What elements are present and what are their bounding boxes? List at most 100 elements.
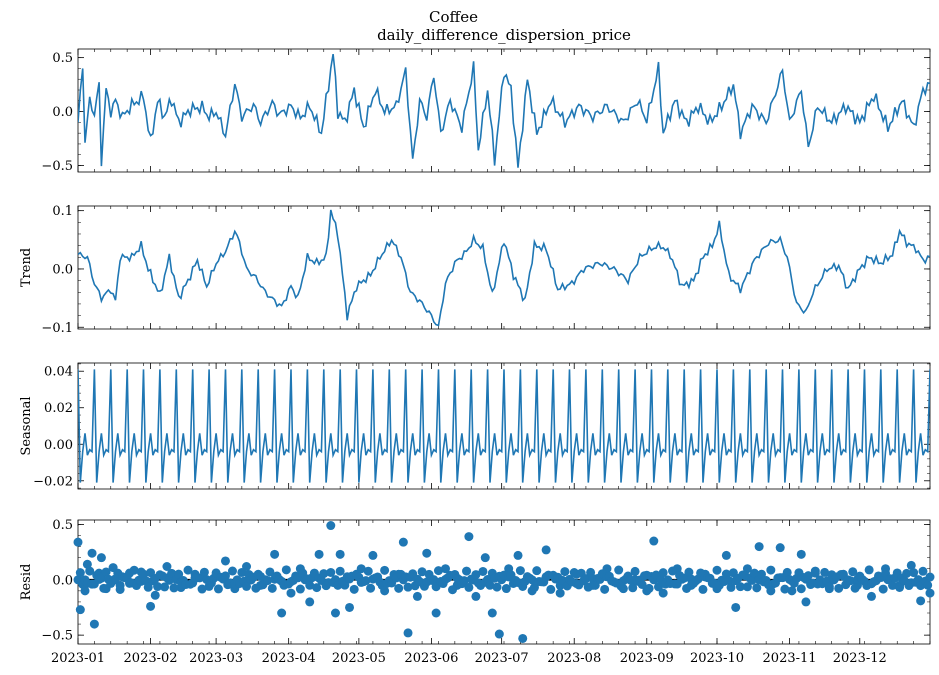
resid-point xyxy=(417,567,427,577)
resid-point xyxy=(796,584,806,594)
resid-point xyxy=(227,566,237,576)
resid-point xyxy=(429,575,439,585)
resid-point xyxy=(422,548,432,558)
resid-point xyxy=(918,566,928,576)
panel-observed: −0.5 0.0 0.5 xyxy=(41,48,931,174)
resid-point xyxy=(75,605,85,615)
resid-point xyxy=(164,575,174,585)
resid-point xyxy=(363,566,373,576)
resid-point xyxy=(731,602,741,612)
resid-point xyxy=(340,580,350,590)
trend-line xyxy=(78,209,930,327)
resid-point xyxy=(895,582,905,592)
resid-point xyxy=(167,568,177,578)
resid-point xyxy=(462,566,472,576)
resid-point xyxy=(644,583,654,593)
resid-point xyxy=(87,548,97,558)
resid-point xyxy=(471,570,481,580)
resid-point xyxy=(403,628,413,638)
resid-point xyxy=(625,575,635,585)
resid-point xyxy=(412,591,422,601)
resid-point xyxy=(349,584,359,594)
resid-point xyxy=(754,542,764,552)
resid-point xyxy=(834,583,844,593)
observed-line xyxy=(78,53,930,168)
y-tick-label: −0.5 xyxy=(41,159,73,174)
resid-point xyxy=(845,576,855,586)
resid-point xyxy=(199,567,209,577)
resid-point xyxy=(637,579,647,589)
resid-point xyxy=(527,575,537,585)
resid-point xyxy=(366,583,376,593)
y-tick-label: 0.00 xyxy=(44,438,73,453)
resid-point xyxy=(89,619,99,629)
resid-point xyxy=(820,567,830,577)
x-tick-label: 2023-05 xyxy=(332,651,386,666)
resid-point xyxy=(471,591,481,601)
resid-point xyxy=(213,584,223,594)
y-tick-label: 0.1 xyxy=(52,204,73,219)
x-tick-label: 2023-08 xyxy=(547,651,601,666)
resid-point xyxy=(801,597,811,607)
panel-seasonal: −0.02 0.00 0.02 0.04 Seasonal xyxy=(19,362,931,490)
resid-point xyxy=(335,566,345,576)
resid-point xyxy=(513,550,523,560)
resid-point xyxy=(658,568,668,578)
resid-point xyxy=(532,566,542,576)
resid-point xyxy=(518,633,528,643)
resid-point xyxy=(726,582,736,592)
resid-point xyxy=(658,588,668,598)
y-tick-label: −0.5 xyxy=(41,629,73,644)
resid-point xyxy=(464,582,474,592)
resid-point xyxy=(197,584,207,594)
resid-point xyxy=(712,565,722,575)
resid-point xyxy=(541,545,551,555)
resid-point xyxy=(780,584,790,594)
y-axis-label: Seasonal xyxy=(19,396,34,455)
resid-point xyxy=(265,567,275,577)
resid-point xyxy=(480,553,490,563)
resid-point xyxy=(742,582,752,592)
resid-point xyxy=(115,584,125,594)
resid-point xyxy=(529,583,539,593)
resid-point xyxy=(923,580,933,590)
resid-point xyxy=(752,583,762,593)
resid-point xyxy=(906,560,916,570)
resid-point xyxy=(394,583,404,593)
resid-point xyxy=(747,575,757,585)
resid-point xyxy=(698,584,708,594)
x-tick-label: 2023-10 xyxy=(690,651,744,666)
resid-point xyxy=(295,584,305,594)
resid-point xyxy=(73,537,83,547)
x-tick-label: 2023-02 xyxy=(124,651,178,666)
x-tick-label: 2023-07 xyxy=(475,651,529,666)
resid-point xyxy=(448,585,458,595)
resid-point xyxy=(183,565,193,575)
resid-point xyxy=(721,550,731,560)
resid-point xyxy=(478,566,488,576)
x-tick-label: 2023-11 xyxy=(763,651,817,666)
resid-point xyxy=(848,567,858,577)
resid-point xyxy=(326,521,336,531)
resid-point xyxy=(487,608,497,618)
resid-point xyxy=(286,588,296,598)
resid-point xyxy=(220,571,230,581)
resid-point xyxy=(162,562,172,571)
resid-point xyxy=(614,565,624,575)
resid-point xyxy=(684,567,694,577)
resid-point xyxy=(101,567,111,577)
resid-point xyxy=(902,568,912,578)
resid-point xyxy=(251,583,261,593)
y-tick-label: 0.5 xyxy=(52,518,73,533)
y-tick-label: −0.02 xyxy=(33,474,73,489)
resid-point xyxy=(75,568,85,578)
resid-point xyxy=(82,559,92,569)
resid-point xyxy=(319,569,329,579)
resid-point xyxy=(220,556,230,566)
resid-point xyxy=(682,583,692,593)
resid-point xyxy=(878,584,888,594)
resid-point xyxy=(756,569,766,579)
resid-point xyxy=(787,586,797,596)
resid-point xyxy=(433,566,443,576)
